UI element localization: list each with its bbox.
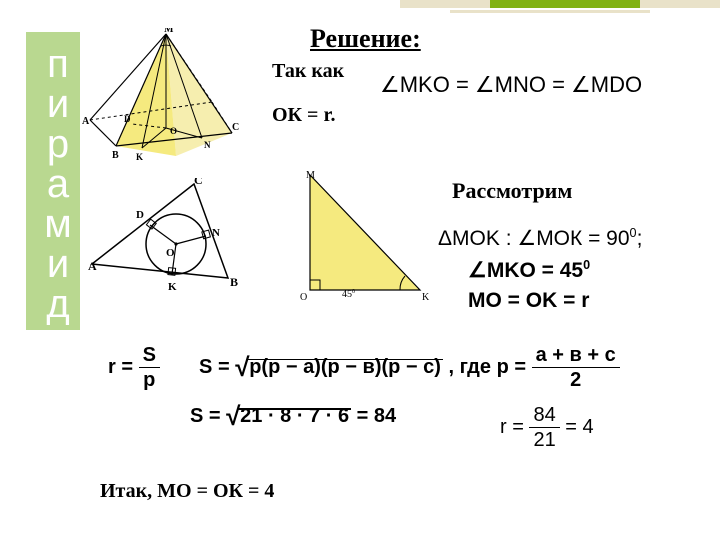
r-val-num: 84	[529, 405, 559, 427]
p-den: 2	[532, 367, 620, 390]
label-pK: K	[136, 152, 143, 162]
heron-num-sqrt: √ 21 · 8 · 7 · 6	[226, 405, 351, 428]
label-pN: N	[204, 140, 211, 150]
r-val-frac: 84 21	[529, 405, 559, 450]
label-angle: 450	[342, 289, 355, 300]
triangle-mok-post: ;	[637, 227, 643, 250]
sidebar: пирамида	[26, 32, 80, 330]
heron-num-eq: = 84	[357, 405, 396, 427]
r-eq-num: S	[139, 345, 160, 367]
label-M: M	[306, 170, 315, 181]
r-eq-den: p	[139, 367, 160, 390]
label-iO: O	[166, 247, 175, 259]
incircle-diagram: A B C D O N K	[88, 178, 258, 298]
label-K: K	[422, 292, 430, 303]
mo-ok-r: MO = OK = r	[468, 289, 589, 313]
formula-row-2: S = √ 21 · 8 · 7 · 6 = 84	[190, 405, 396, 428]
conclusion: Итак, МО = ОК = 4	[100, 480, 274, 503]
sidebar-label: пирамида	[26, 32, 80, 362]
p-num: a + в + с	[532, 345, 620, 367]
angle-mko-pre: ∠MKO = 45	[468, 259, 583, 282]
label-iN: N	[212, 227, 220, 239]
label-pO: O	[170, 126, 177, 136]
r-val-lhs: r =	[500, 416, 529, 438]
p-frac: a + в + с 2	[532, 345, 620, 390]
label-iA: A	[88, 259, 97, 273]
label-iC: C	[194, 178, 203, 187]
right-triangle-diagram: M O K 450	[300, 170, 440, 310]
triangle-mok-sup: 0	[630, 226, 637, 240]
heron-tail: , где	[449, 356, 497, 378]
text-rassmotrim: Рассмотрим	[452, 178, 572, 204]
angles-equality: ∠MKO = ∠MNO = ∠MDO	[380, 72, 642, 98]
label-pM: M	[164, 28, 174, 35]
text-ok-r: ОК = r.	[272, 104, 336, 127]
label-iD: D	[136, 209, 144, 221]
triangle-mok-line: ΔMOK : ∠MOК = 900;	[438, 226, 642, 251]
angle-mko: ∠MKO = 450	[468, 258, 590, 283]
heading: Решение:	[310, 24, 421, 54]
top-stripe	[0, 0, 720, 18]
angle-mko-sup: 0	[583, 258, 590, 272]
label-pA: A	[82, 116, 90, 127]
label-pB: B	[112, 150, 119, 161]
r-val-eq: = 4	[565, 416, 593, 438]
label-O: O	[300, 292, 307, 303]
r-eq-frac: S p	[139, 345, 160, 390]
label-iK: K	[168, 281, 177, 293]
formula-row-1: r = S p S = √ p(p − a)(p − в)(p − с) , г…	[108, 345, 620, 390]
label-pD: D	[124, 114, 131, 124]
label-pC: C	[232, 122, 239, 133]
triangle-mok-pre: ΔMOK : ∠MOК = 90	[438, 227, 630, 250]
label-iB: B	[230, 275, 238, 289]
r-eq-lhs: r =	[108, 356, 139, 378]
p-lhs: p =	[497, 356, 532, 378]
heron-lhs: S =	[199, 356, 235, 378]
heron-sqrt: √ p(p − a)(p − в)(p − с)	[235, 356, 443, 379]
heron-num-lhs: S =	[190, 405, 226, 427]
r-value: r = 84 21 = 4	[500, 405, 594, 450]
r-val-den: 21	[529, 427, 559, 450]
text-tak-kak: Так как	[272, 60, 344, 83]
pyramid-diagram: M A B C D O K N	[82, 28, 252, 168]
